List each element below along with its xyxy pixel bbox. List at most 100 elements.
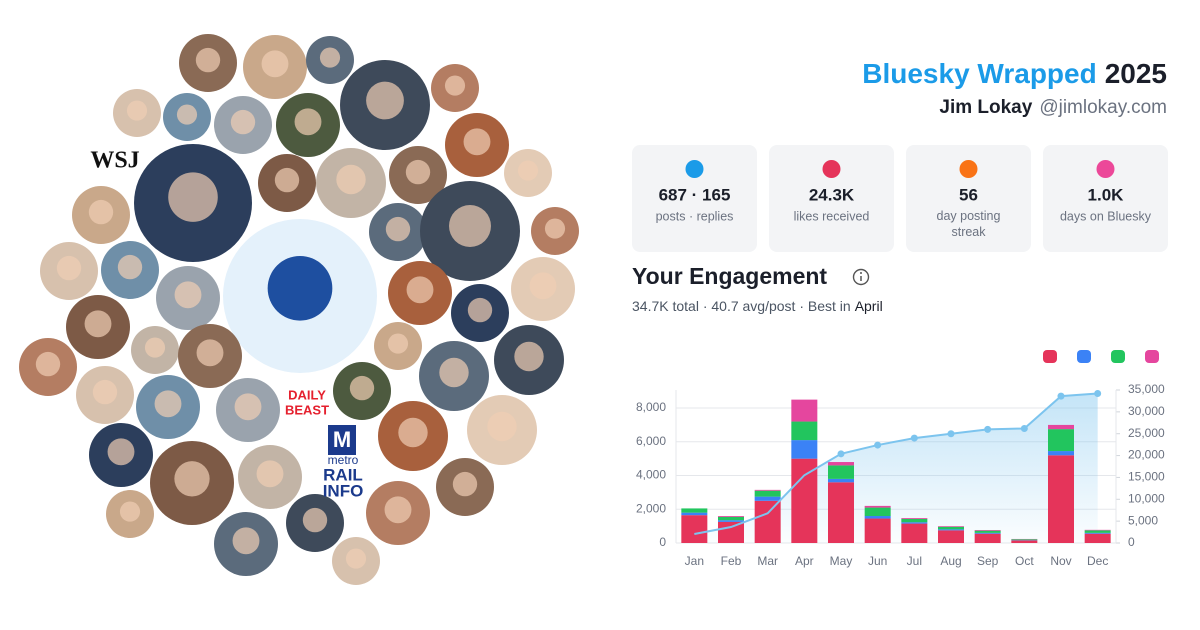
logo-text: RAIL	[323, 465, 363, 484]
avatar-face	[174, 281, 202, 309]
avatar-face	[366, 81, 404, 120]
bar-segment	[1048, 429, 1074, 452]
user-handle: @jimlokay.com	[1039, 97, 1167, 118]
user-name: Jim Lokay	[939, 97, 1032, 118]
avatar-face	[398, 417, 428, 448]
bar-segment	[938, 526, 964, 530]
avatar-face	[261, 50, 289, 78]
stat-icon	[959, 160, 978, 178]
title-year: 2025	[1105, 58, 1167, 89]
avatar-face	[384, 496, 412, 524]
avatar-face	[56, 255, 82, 281]
x-tick-label: Feb	[721, 554, 742, 568]
logo-box	[328, 425, 356, 455]
line-point	[947, 430, 955, 438]
bar-segment	[681, 512, 708, 516]
avatar-face	[405, 159, 431, 185]
y-tick-label: 0	[659, 535, 666, 549]
avatar-face	[196, 339, 224, 367]
bar-segment	[828, 478, 854, 483]
legend-icon[interactable]	[1145, 350, 1159, 363]
cumulative-line	[694, 392, 1098, 536]
bar-segment	[864, 516, 891, 519]
avatar-face	[144, 337, 166, 358]
bar-segment	[1011, 540, 1038, 543]
x-tick-label: Jun	[868, 554, 887, 568]
stat-card	[632, 145, 757, 252]
bar-segment	[901, 518, 928, 523]
avatar-face	[517, 160, 539, 181]
legend-icon[interactable]	[1077, 350, 1091, 363]
x-tick-label: Nov	[1050, 554, 1071, 568]
section-title: Your Engagement	[632, 263, 827, 289]
line-point	[1020, 424, 1028, 432]
y2-tick-label: 5,000	[1128, 513, 1158, 527]
info-icon-dot	[860, 272, 862, 274]
bar-segment	[974, 530, 1001, 533]
legend-icon[interactable]	[1043, 350, 1057, 363]
legend-icon[interactable]	[1111, 350, 1125, 363]
bar-segment	[864, 507, 891, 517]
avatar-face	[107, 438, 135, 466]
stat-value: 1.0K	[1088, 185, 1125, 204]
stat-value: 56	[959, 185, 978, 204]
stat-card	[1043, 145, 1168, 252]
bar-segment	[718, 516, 744, 517]
bar-segment	[864, 518, 891, 543]
avatar-face	[349, 375, 375, 401]
logo-text: M	[333, 427, 351, 452]
stat-value: 687 · 165	[659, 185, 731, 204]
x-tick-label: May	[830, 554, 853, 568]
y-tick-label: 4,000	[636, 468, 666, 482]
engagement-chart: 0 2,000 4,000 6,000 8,000 0 5,000 10,000 15,000 2…	[636, 350, 1165, 568]
avatar-face	[302, 507, 328, 533]
best-month: April	[855, 298, 883, 314]
bar-segment	[754, 496, 781, 501]
line-point	[910, 434, 918, 442]
bar-segment	[718, 521, 744, 543]
avatar-face	[195, 47, 221, 73]
y2-tick-label: 0	[1128, 535, 1135, 549]
bar-segment	[864, 505, 891, 508]
stat-card	[906, 145, 1031, 252]
x-tick-label: Jan	[685, 554, 704, 568]
avatar-face	[126, 100, 148, 121]
bar-segment	[718, 516, 744, 521]
bar-segment	[791, 440, 818, 459]
y2-tick-label: 35,000	[1128, 382, 1165, 396]
avatar-face	[267, 255, 333, 321]
avatar-face	[514, 341, 544, 372]
bar-segment	[974, 532, 1001, 534]
avatar-face	[294, 108, 322, 136]
logo-text: DAILY	[288, 387, 326, 402]
info-icon[interactable]	[852, 268, 870, 286]
avatar-face	[256, 460, 284, 488]
avatar-face	[119, 501, 141, 522]
bar-segment	[754, 500, 781, 543]
avatar-face	[387, 333, 409, 354]
bar-segment	[901, 518, 928, 519]
bar-segment	[974, 533, 1001, 543]
avatar-face	[84, 310, 112, 338]
bar-segment	[901, 522, 928, 524]
bar-segment	[1011, 539, 1038, 541]
avatar-face	[232, 527, 260, 555]
bar-segment	[681, 515, 708, 543]
avatar-face	[487, 411, 517, 442]
avatar-cloud	[19, 34, 579, 585]
bar-segment	[938, 530, 964, 543]
bar-segment	[828, 482, 854, 543]
stat-icon	[1096, 160, 1115, 178]
avatar-face	[168, 172, 218, 222]
y2-tick-label: 25,000	[1128, 426, 1165, 440]
bar-segment	[1084, 532, 1111, 534]
stat-label: posts · replies	[656, 209, 734, 223]
stat-card	[769, 145, 894, 252]
bar-segment	[1084, 533, 1111, 543]
bar-segment	[938, 529, 964, 531]
avatar-face	[154, 390, 182, 418]
logo-text: BEAST	[285, 402, 329, 417]
logo-text: INFO	[323, 481, 364, 500]
avatar-face	[174, 461, 210, 497]
y2-tick-label: 10,000	[1128, 491, 1165, 505]
